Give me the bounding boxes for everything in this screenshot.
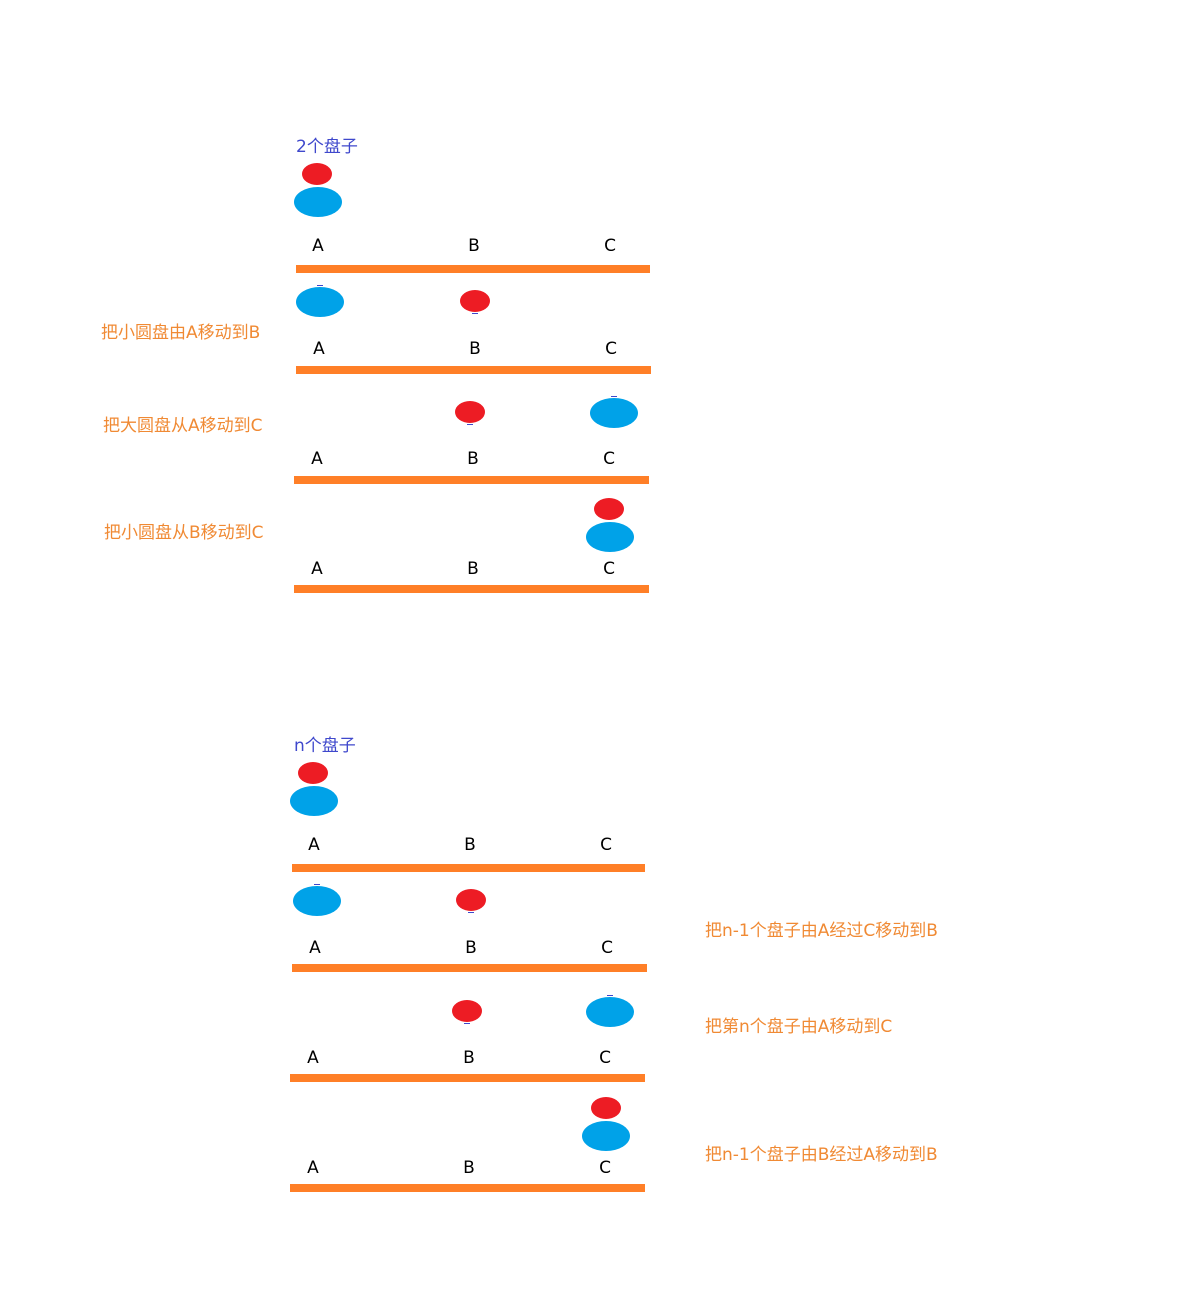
small-disk — [452, 1000, 482, 1024]
base-bar — [292, 964, 647, 972]
peg-label-c: C — [603, 449, 615, 469]
large-disk — [294, 187, 342, 217]
peg-label-b: B — [467, 449, 479, 469]
small-disk — [460, 290, 490, 314]
peg-label-b: B — [465, 938, 477, 958]
large-disk — [290, 786, 338, 816]
base-bar — [290, 1074, 645, 1082]
small-disk — [456, 889, 486, 913]
peg-label-b: B — [467, 559, 479, 579]
large-disk — [590, 396, 638, 428]
peg-label-c: C — [600, 835, 612, 855]
peg-label-a: A — [307, 1158, 319, 1178]
peg-label-a: A — [307, 1048, 319, 1068]
peg-label-b: B — [468, 236, 480, 256]
peg-label-b: B — [469, 339, 481, 359]
section-2-title: 2个盘子 — [296, 137, 358, 157]
base-bar — [296, 366, 651, 374]
base-bar — [290, 1184, 645, 1192]
step-label: 把大圆盘从A移动到C — [103, 416, 263, 436]
peg-label-a: A — [313, 339, 325, 359]
peg-label-a: A — [311, 449, 323, 469]
base-bar — [294, 476, 649, 484]
peg-label-b: B — [464, 835, 476, 855]
base-bar — [292, 864, 645, 872]
peg-label-c: C — [599, 1048, 611, 1068]
small-disk — [594, 498, 624, 520]
step-label: 把小圆盘由A移动到B — [101, 323, 261, 343]
large-disk — [582, 1121, 630, 1151]
step-label: 把n-1个盘子由A经过C移动到B — [705, 921, 938, 941]
peg-label-a: A — [308, 835, 320, 855]
large-disk — [586, 522, 634, 552]
peg-label-a: A — [312, 236, 324, 256]
step-label: 把第n个盘子由A移动到C — [705, 1017, 893, 1037]
peg-label-c: C — [605, 339, 617, 359]
large-disk — [293, 884, 341, 916]
step-label: 把n-1个盘子由B经过A移动到B — [705, 1145, 938, 1165]
peg-label-a: A — [309, 938, 321, 958]
peg-label-c: C — [601, 938, 613, 958]
base-bar — [296, 265, 650, 273]
large-disk — [586, 995, 634, 1027]
small-disk — [298, 762, 328, 784]
peg-label-a: A — [311, 559, 323, 579]
peg-label-c: C — [603, 559, 615, 579]
peg-label-c: C — [604, 236, 616, 256]
peg-label-b: B — [463, 1048, 475, 1068]
small-disk — [302, 163, 332, 185]
section-n-title: n个盘子 — [294, 736, 356, 756]
peg-label-b: B — [463, 1158, 475, 1178]
step-label: 把小圆盘从B移动到C — [104, 523, 264, 543]
peg-label-c: C — [599, 1158, 611, 1178]
large-disk — [296, 285, 344, 317]
base-bar — [294, 585, 649, 593]
small-disk — [455, 401, 485, 425]
small-disk — [591, 1097, 621, 1119]
